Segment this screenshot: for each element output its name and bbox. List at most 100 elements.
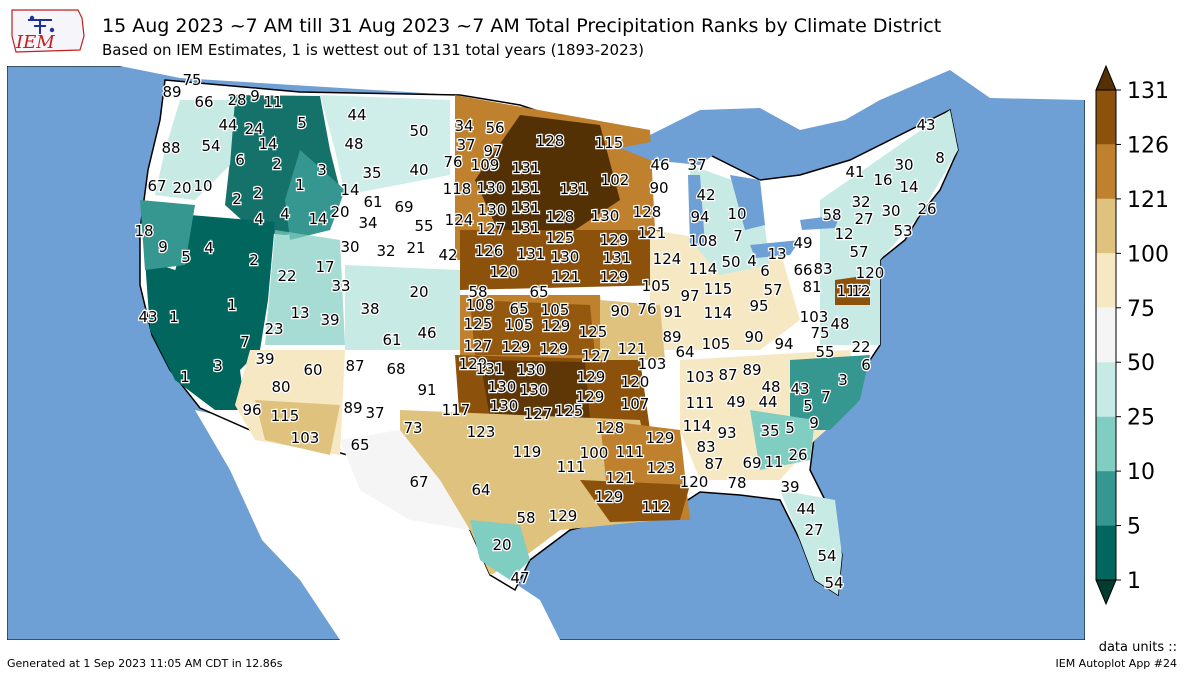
rank-label: 120 — [621, 373, 650, 391]
rank-label: 4 — [254, 210, 264, 228]
rank-label: 76 — [443, 153, 462, 171]
rank-label: 2 — [272, 155, 282, 173]
colorbar-segment — [1096, 362, 1116, 417]
rank-label: 39 — [780, 478, 799, 496]
rank-label: 64 — [471, 481, 490, 499]
rank-label: 131 — [512, 199, 541, 217]
rank-label: 67 — [409, 473, 428, 491]
rank-label: 90 — [744, 328, 763, 346]
rank-label: 58 — [822, 206, 841, 224]
colorbar-tick-label: 131 — [1127, 79, 1169, 104]
lake-superior — [620, 140, 720, 165]
rank-label: 37 — [456, 136, 475, 154]
rank-label: 35 — [362, 164, 381, 182]
rank-label: 87 — [704, 455, 723, 473]
rank-label: 5 — [181, 248, 191, 266]
rank-label: 129 — [459, 355, 488, 373]
region-mo — [600, 300, 665, 360]
colorbar-tick-label: 5 — [1127, 515, 1141, 540]
rank-label: 2 — [249, 251, 259, 269]
rank-label: 48 — [830, 315, 849, 333]
rank-label: 30 — [881, 202, 900, 220]
rank-label: 43 — [916, 116, 935, 134]
rank-label: 57 — [763, 281, 782, 299]
rank-label: 58 — [516, 509, 535, 527]
rank-label: 90 — [649, 179, 668, 197]
rank-label: 130 — [490, 397, 519, 415]
rank-label: 20 — [330, 203, 349, 221]
rank-label: 115 — [595, 134, 624, 152]
rank-label: 131 — [476, 360, 505, 378]
rank-label: 87 — [718, 366, 737, 384]
rank-label: 20 — [492, 536, 511, 554]
rank-label: 14 — [258, 135, 277, 153]
rank-label: 46 — [650, 156, 669, 174]
rank-label: 107 — [621, 395, 650, 413]
rank-label: 18 — [134, 222, 153, 240]
region-tx-west — [340, 430, 470, 530]
colorbar-tick-label: 50 — [1127, 351, 1155, 376]
mexico-land — [195, 410, 560, 640]
rank-label: 121 — [618, 340, 647, 358]
rank-label: 48 — [344, 135, 363, 153]
rank-label: 53 — [893, 222, 912, 240]
rank-label: 17 — [315, 258, 334, 276]
rank-label: 66 — [793, 261, 812, 279]
rank-label: 125 — [555, 402, 584, 420]
rank-label: 90 — [610, 302, 629, 320]
rank-label: 129 — [577, 368, 606, 386]
rank-label: 10 — [727, 205, 746, 223]
chart-subtitle: Based on IEM Estimates, 1 is wettest out… — [102, 41, 645, 59]
rank-label: 120 — [856, 264, 885, 282]
rank-label: 39 — [320, 311, 339, 329]
rank-label: 41 — [845, 163, 864, 181]
colorbar-tick-label: 126 — [1127, 133, 1169, 158]
rank-label: 75 — [810, 324, 829, 342]
rank-label: 5 — [803, 397, 813, 415]
rank-label: 128 — [633, 203, 662, 221]
rank-label: 20 — [172, 179, 191, 197]
rank-label: 94 — [774, 335, 793, 353]
rank-label: 126 — [475, 242, 504, 260]
rank-label: 112 — [642, 498, 671, 516]
rank-label: 114 — [704, 304, 733, 322]
rank-label: 34 — [358, 214, 377, 232]
rank-label: 129 — [576, 388, 605, 406]
rank-label: 83 — [813, 260, 832, 278]
rank-label: 13 — [290, 304, 309, 322]
rank-label: 14 — [899, 178, 918, 196]
region-co — [345, 265, 460, 350]
rank-label: 100 — [580, 444, 609, 462]
region-md — [835, 275, 870, 305]
rank-label: 50 — [409, 122, 428, 140]
rank-label: 121 — [606, 469, 635, 487]
rank-label: 3 — [213, 357, 223, 375]
rank-label: 7 — [240, 333, 250, 351]
rank-label: 6 — [861, 356, 871, 374]
colorbar-tick-label: 121 — [1127, 188, 1169, 213]
rank-label: 83 — [696, 438, 715, 456]
rank-label: 123 — [647, 459, 676, 477]
rank-label: 128 — [546, 208, 575, 226]
rank-label: 103 — [686, 368, 715, 386]
rank-label: 13 — [767, 245, 786, 263]
rank-label: 33 — [331, 277, 350, 295]
rank-label: 61 — [382, 331, 401, 349]
rank-label: 81 — [802, 278, 821, 296]
colorbar-segment — [1096, 198, 1116, 254]
logo-text: IEM — [15, 32, 55, 53]
rank-label: 131 — [560, 180, 589, 198]
rank-label: 43 — [790, 380, 809, 398]
rank-label: 4 — [747, 252, 757, 270]
rank-label: 75 — [182, 71, 201, 89]
rank-label: 46 — [417, 324, 436, 342]
rank-label: 48 — [761, 378, 780, 396]
rank-label: 129 — [540, 340, 569, 358]
rank-label: 105 — [642, 277, 671, 295]
colorbar: 131 126 121 100 75 50 25 10 5 1 — [1095, 64, 1169, 606]
colorbar-extend-max — [1095, 64, 1117, 91]
colorbar-segment — [1096, 90, 1116, 145]
rank-label: 30 — [894, 156, 913, 174]
colorbar-segment — [1096, 525, 1116, 580]
